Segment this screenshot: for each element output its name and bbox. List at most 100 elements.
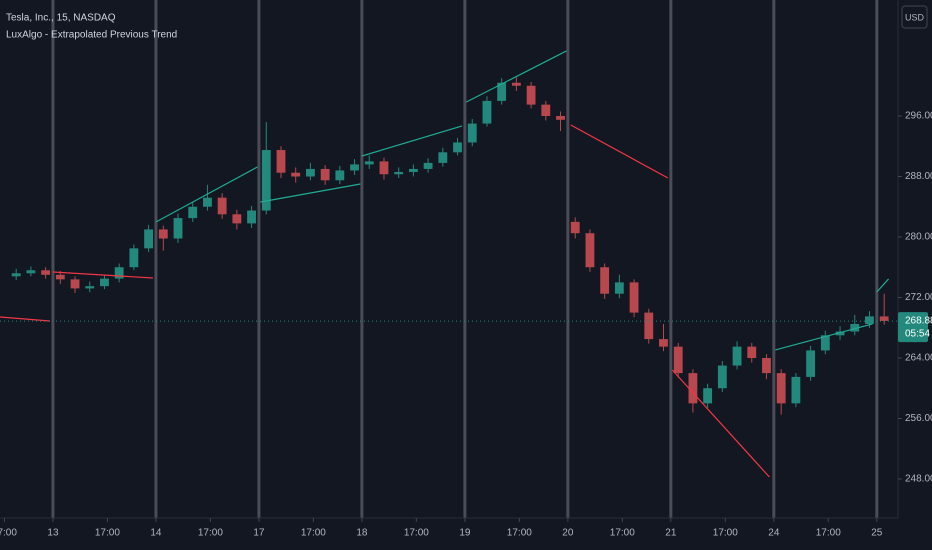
trend-line bbox=[671, 369, 770, 478]
candle-body bbox=[438, 152, 448, 163]
x-tick-label: 18 bbox=[356, 528, 368, 539]
x-tick-label: 17 bbox=[253, 528, 265, 539]
currency-label[interactable]: USD bbox=[905, 12, 925, 22]
candle-body bbox=[158, 229, 168, 239]
candle-body bbox=[423, 162, 433, 169]
candle-body bbox=[732, 346, 742, 366]
candle-body bbox=[644, 312, 654, 340]
x-tick-label: 17:00 bbox=[610, 528, 635, 539]
trend-line bbox=[570, 124, 669, 179]
candle-body bbox=[556, 116, 565, 120]
trend-line bbox=[466, 50, 567, 103]
trend-line bbox=[775, 323, 873, 351]
candle-body bbox=[541, 104, 551, 117]
x-tick-label: 24 bbox=[768, 528, 780, 539]
candle-body bbox=[203, 197, 212, 207]
candle-body bbox=[747, 346, 757, 358]
last-price-label: 268.88 bbox=[905, 316, 932, 327]
candle-body bbox=[232, 214, 242, 224]
x-tick-label: 17:00 bbox=[713, 528, 738, 539]
x-tick-label: 17:00 bbox=[301, 528, 326, 539]
candle-body bbox=[291, 172, 301, 177]
candle-body bbox=[261, 150, 271, 211]
trend-line bbox=[260, 183, 361, 203]
candle-body bbox=[497, 82, 507, 101]
candle-body bbox=[306, 168, 315, 177]
y-tick-label: 280.00 bbox=[905, 232, 932, 243]
x-tick-label: 13 bbox=[47, 528, 59, 539]
candle-body bbox=[865, 316, 874, 324]
candle-body bbox=[217, 197, 227, 215]
trend-line bbox=[52, 271, 154, 279]
candle-body bbox=[570, 221, 580, 234]
x-tick-label: 17:00 bbox=[816, 528, 841, 539]
candle-body bbox=[85, 286, 95, 289]
candle-body bbox=[276, 150, 286, 173]
x-tick-label: 14 bbox=[150, 528, 162, 539]
y-tick-label: 272.00 bbox=[905, 292, 932, 303]
candle-body bbox=[820, 335, 830, 351]
candle-body bbox=[614, 282, 624, 294]
candle-body bbox=[114, 267, 124, 279]
candle-body bbox=[659, 339, 668, 347]
candle-body bbox=[394, 171, 404, 175]
chart-title: Tesla, Inc., 15, NASDAQ bbox=[6, 13, 116, 24]
candle-body bbox=[467, 123, 477, 143]
candle-body bbox=[350, 164, 359, 171]
candle-body bbox=[453, 142, 462, 153]
indicator-name: LuxAlgo - Extrapolated Previous Trend bbox=[6, 30, 177, 41]
candle-body bbox=[585, 233, 595, 268]
candle-body bbox=[762, 357, 771, 374]
candle-body bbox=[688, 373, 698, 404]
candle-body bbox=[629, 282, 639, 313]
candle-body bbox=[776, 373, 786, 404]
candle-body bbox=[335, 170, 345, 181]
x-tick-label: 21 bbox=[665, 528, 677, 539]
candle-body bbox=[791, 376, 801, 404]
x-tick-label: 17:00 bbox=[198, 528, 223, 539]
candle-body bbox=[482, 100, 492, 124]
x-tick-label: 17:00 bbox=[95, 528, 120, 539]
x-tick-label: 17:00 bbox=[0, 528, 17, 539]
x-tick-label: 17:00 bbox=[507, 528, 532, 539]
y-tick-label: 288.00 bbox=[905, 171, 932, 182]
candle-body bbox=[717, 365, 727, 389]
candle-body bbox=[70, 279, 80, 289]
x-tick-label: 20 bbox=[562, 528, 574, 539]
candle-body bbox=[129, 248, 139, 268]
countdown-label: 05:54 bbox=[905, 329, 930, 340]
candle-body bbox=[320, 168, 330, 181]
candle-body bbox=[703, 388, 713, 404]
trend-line bbox=[155, 166, 258, 223]
y-tick-label: 248.00 bbox=[905, 474, 932, 485]
plot-area bbox=[0, 0, 898, 518]
candle-body bbox=[144, 229, 154, 249]
candle-body bbox=[835, 331, 845, 336]
candle-body bbox=[247, 210, 256, 224]
candle-body bbox=[850, 323, 860, 332]
candle-body bbox=[511, 82, 521, 86]
trend-line bbox=[876, 278, 890, 293]
y-tick-label: 296.00 bbox=[905, 111, 932, 122]
x-tick-label: 25 bbox=[871, 528, 883, 539]
candle-body bbox=[806, 350, 816, 377]
candle-body bbox=[526, 85, 536, 105]
candle-body bbox=[673, 346, 683, 374]
candle-body bbox=[364, 161, 374, 165]
candle-body bbox=[11, 273, 21, 277]
candle-body bbox=[41, 270, 51, 275]
candle-body bbox=[26, 270, 36, 274]
y-tick-label: 256.00 bbox=[905, 413, 932, 424]
x-tick-label: 19 bbox=[459, 528, 471, 539]
trend-line bbox=[0, 316, 51, 322]
candle-body bbox=[379, 161, 389, 175]
candle-body bbox=[173, 218, 183, 239]
candle-body bbox=[188, 206, 198, 219]
currency-button[interactable] bbox=[901, 5, 928, 29]
x-tick-label: 17:00 bbox=[404, 528, 429, 539]
candle-body bbox=[55, 274, 65, 280]
candle-body bbox=[100, 278, 109, 287]
trend-line bbox=[361, 125, 463, 157]
candle-body bbox=[600, 267, 610, 294]
